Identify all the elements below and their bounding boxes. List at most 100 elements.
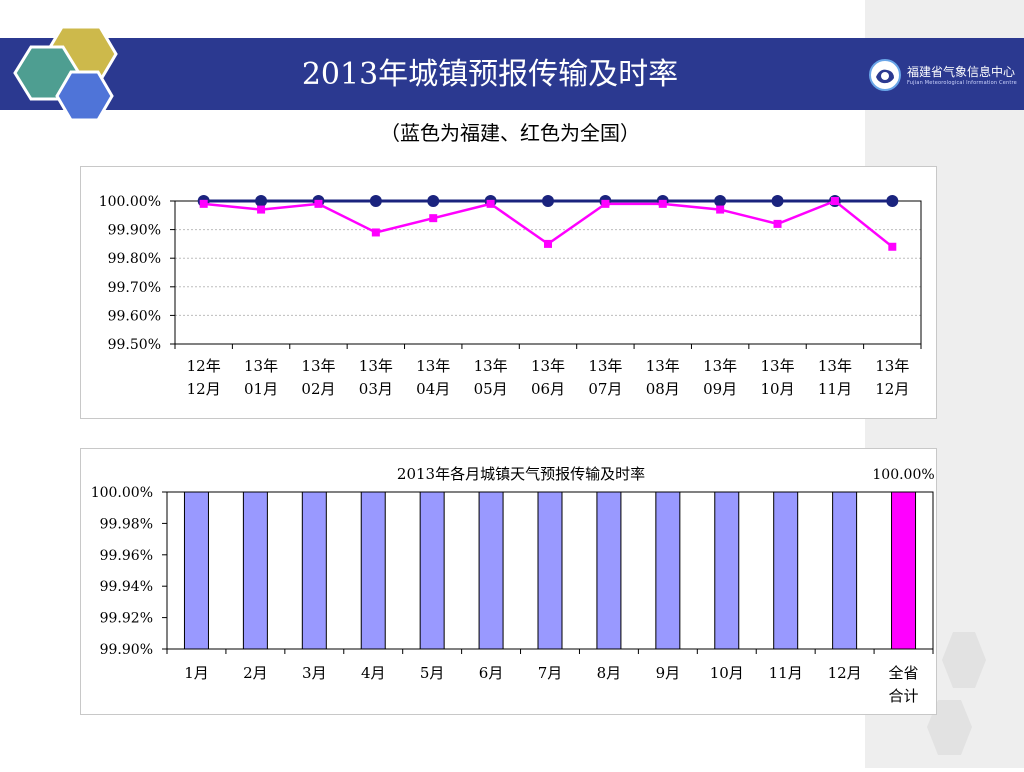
x-tick-label: 13年 [875,357,909,375]
logo-english-name: Fujian Meteorological Information Centre [907,80,1017,86]
x-tick-label: 04月 [416,380,450,398]
series-1-point [773,219,782,228]
x-tick-label: 13年 [244,357,278,375]
series-0-point [369,195,382,207]
x-tick-label: 12月 [875,380,909,398]
bar [360,491,386,650]
x-tick-label: 13年 [588,357,622,375]
bar-chart: 2013年各月城镇天气预报传输及时率 100.00% 99.98% 99.96% 99.… [91,465,935,705]
x-tick-label: 13年 [818,357,852,375]
x-tick-label: 07月 [588,380,622,398]
plot-frame [166,491,934,650]
logo-name: 福建省气象信息中心 [907,65,1016,79]
series-1-point [601,199,610,208]
y-tick-label: 99.60% [108,308,161,324]
x-tick-label: 02月 [301,380,335,398]
series-1-point [257,205,266,214]
x-tick-label: 1月 [184,664,209,682]
x-tick-label: 01月 [244,380,278,398]
bar-chart-box: 2013年各月城镇天气预报传输及时率 100.00% 99.98% 99.96% 99.… [80,448,937,715]
series-1-point [486,199,495,208]
x-tick-label: 2月 [243,664,268,682]
x-tick-label: 8月 [597,664,622,682]
page-subtitle: （蓝色为福建、红色为全国） [380,121,640,145]
series-line-1 [203,199,894,248]
chart-title: 2013年各月城镇天气预报传输及时率 [397,465,645,483]
y-tick-label: 99.80% [108,251,161,267]
x-tick-label: 03月 [359,380,393,398]
x-tick-label: 10月 [710,664,744,682]
bar [832,491,858,650]
y-tick-label: 100.00% [99,194,161,210]
y-tick-label: 99.90% [100,642,153,658]
bar [419,491,445,650]
y-tick-label: 99.50% [108,337,161,353]
x-tick-label: 09月 [703,380,737,398]
bar [773,491,799,650]
series-1-point [199,199,208,208]
bar [183,491,209,650]
series-1-point [544,239,552,248]
bar [596,491,622,650]
y-tick-label: 99.90% [108,223,161,239]
x-tick-label: 4月 [361,664,386,682]
y-tick-label: 100.00% [91,485,153,501]
x-tick-label: 13年 [416,357,450,375]
x-tick-label: 13年 [646,357,680,375]
x-tick-label: 12月 [187,380,221,398]
line-chart: 100.00% 99.90% 99.80% 99.70% 99.60% 99.50% 12年… [99,194,922,398]
x-tick-label: 11月 [769,664,803,682]
page-title: 2013年城镇预报传输及时率 [301,57,679,92]
plot-frame [174,200,922,345]
x-tick-label: 13年 [359,357,393,375]
y-tick-label: 99.70% [108,280,161,296]
x-tick-label: 06月 [531,380,565,398]
series-0-point [427,195,440,207]
series-0-point [542,195,554,207]
decorative-hexagons [927,632,986,755]
series-1-point [716,205,725,214]
bar [242,491,268,650]
series-1-point [429,214,438,223]
x-tick-label: 08月 [646,380,680,398]
x-tick-label: 合计 [889,687,919,705]
logo-emblem-icon [869,59,901,91]
hexagon-cluster-icon [13,25,118,122]
series-1-point [658,199,667,208]
x-tick-label: 10月 [760,380,794,398]
x-tick-label: 05月 [474,380,508,398]
x-tick-label: 5月 [420,664,445,682]
x-tick-label: 6月 [479,664,504,682]
x-tick-label: 13年 [474,357,508,375]
x-tick-label: 3月 [302,664,327,682]
x-tick-label: 11月 [818,380,852,398]
x-tick-label: 13年 [760,357,794,375]
y-tick-label: 99.92% [100,611,153,627]
x-tick-label: 13年 [703,357,737,375]
series-1-point [314,199,323,208]
y-tick-label: 99.96% [100,548,153,564]
y-tick-label: 99.94% [100,579,153,595]
bar [301,491,327,650]
series-1-point [830,197,839,205]
bar [655,491,681,650]
title-bar [0,38,865,110]
series-1-point [888,242,897,251]
x-tick-label: 12年 [187,357,221,375]
series-0-point [255,195,268,207]
x-tick-label: 7月 [538,664,563,682]
bar [891,491,917,650]
x-tick-label: 13年 [531,357,565,375]
series-1-point [371,228,380,237]
y-tick-label: 99.98% [100,516,153,532]
series-0-point [886,195,899,207]
bar [714,491,740,650]
line-chart-box: 100.00% 99.90% 99.80% 99.70% 99.60% 99.50% 12年… [80,166,937,419]
x-tick-label: 9月 [656,664,681,682]
x-tick-label: 12月 [828,664,862,682]
series-0-point [771,195,784,207]
bar [478,491,504,650]
series-0-point [714,195,727,207]
x-tick-label: 全省 [889,664,919,682]
